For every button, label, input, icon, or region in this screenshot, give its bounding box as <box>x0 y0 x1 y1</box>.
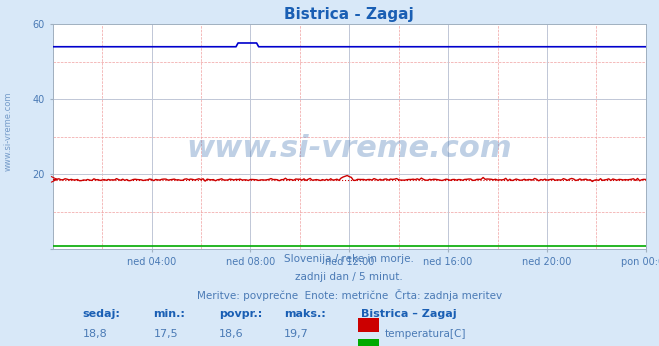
Text: temperatura[C]: temperatura[C] <box>385 329 467 339</box>
Text: 18,8: 18,8 <box>82 329 107 339</box>
Text: www.si-vreme.com: www.si-vreme.com <box>186 134 512 163</box>
Text: zadnji dan / 5 minut.: zadnji dan / 5 minut. <box>295 272 403 282</box>
Text: Bistrica – Zagaj: Bistrica – Zagaj <box>361 309 457 319</box>
FancyBboxPatch shape <box>358 318 379 333</box>
Text: www.si-vreme.com: www.si-vreme.com <box>3 92 13 171</box>
Text: 19,7: 19,7 <box>284 329 309 339</box>
Text: maks.:: maks.: <box>284 309 326 319</box>
Text: povpr.:: povpr.: <box>219 309 262 319</box>
Text: min.:: min.: <box>154 309 185 319</box>
FancyBboxPatch shape <box>358 339 379 346</box>
Text: 18,6: 18,6 <box>219 329 243 339</box>
Text: sedaj:: sedaj: <box>82 309 120 319</box>
Text: Slovenija / reke in morje.: Slovenija / reke in morje. <box>284 254 415 264</box>
Title: Bistrica - Zagaj: Bistrica - Zagaj <box>285 7 414 22</box>
Text: 17,5: 17,5 <box>154 329 178 339</box>
Text: Meritve: povprečne  Enote: metrične  Črta: zadnja meritev: Meritve: povprečne Enote: metrične Črta:… <box>196 289 502 301</box>
